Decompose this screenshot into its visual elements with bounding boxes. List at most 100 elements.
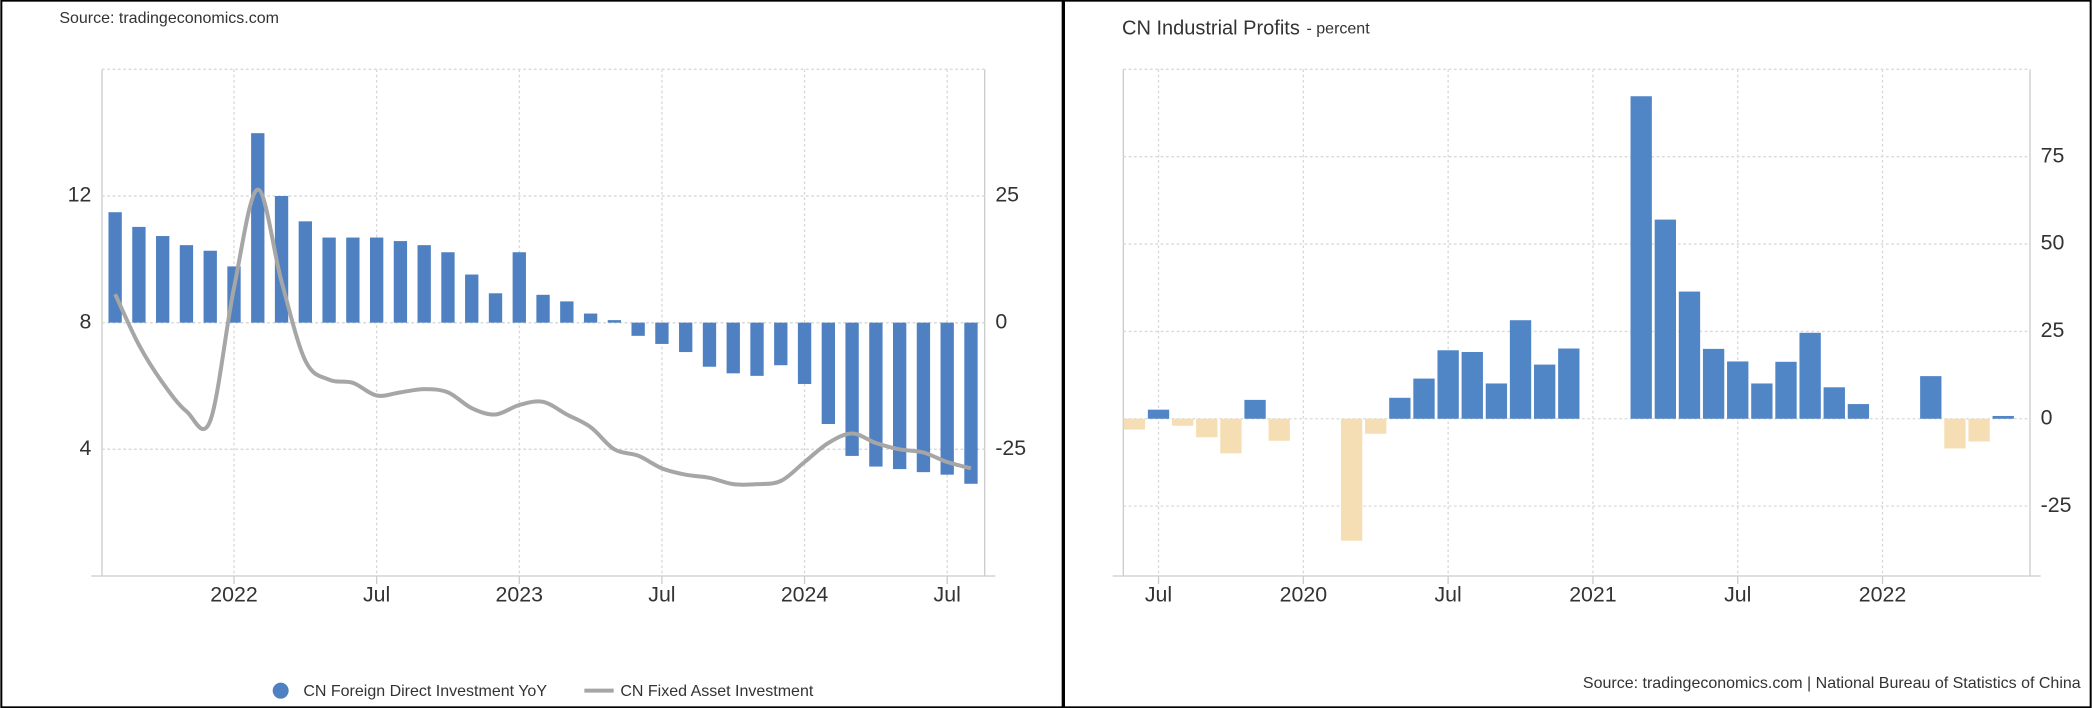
bar (750, 322, 764, 376)
bar (179, 245, 194, 323)
bar (797, 322, 812, 384)
bar (1992, 415, 2014, 419)
bar (964, 322, 978, 484)
bar (322, 237, 336, 323)
y2-tick-label: 75 (2041, 143, 2065, 167)
y2-tick-label: 25 (995, 183, 1019, 207)
bar (1485, 383, 1508, 419)
bar (512, 252, 526, 323)
x-tick-label: Jul (1145, 583, 1172, 607)
bar (1558, 348, 1580, 419)
y2-tick-label: 25 (2041, 318, 2065, 342)
bar (1775, 361, 1797, 419)
bar (1751, 383, 1773, 419)
legend-label: CN Foreign Direct Investment YoY (303, 683, 547, 700)
bar (1654, 219, 1676, 419)
bar (916, 322, 931, 473)
bar (679, 322, 693, 353)
bar (417, 245, 431, 323)
x-tick-label: 2023 (496, 583, 543, 607)
bar (726, 322, 740, 374)
bar (108, 212, 122, 323)
source: Source: tradingeconomics.com | National … (1583, 675, 2081, 692)
bar (1365, 418, 1387, 434)
bar (869, 322, 883, 467)
bar (441, 252, 455, 323)
bar (583, 313, 598, 323)
bar (1268, 418, 1290, 441)
bar (1727, 361, 1749, 419)
left-panel (0, 0, 1064, 708)
bar (1437, 350, 1459, 419)
bar (1389, 397, 1411, 419)
legend-label: CN Fixed Asset Investment (620, 683, 814, 700)
y-tick-label: 4 (79, 436, 91, 460)
bar (1461, 352, 1483, 419)
bar (251, 133, 265, 323)
bar (1847, 404, 1870, 419)
bar (536, 294, 550, 323)
bar (1630, 96, 1652, 419)
bar (156, 236, 170, 323)
line (113, 187, 972, 487)
bar (393, 241, 408, 323)
bar (1702, 348, 1725, 419)
y2-tick-label: 50 (2041, 231, 2065, 255)
x-tick-label: Jul (1724, 583, 1751, 607)
bar (1968, 418, 1990, 442)
bar (1147, 409, 1170, 419)
bar (1172, 418, 1194, 426)
bar (1123, 418, 1146, 430)
x-tick-label: Jul (1435, 583, 1462, 607)
y-tick-label: 8 (79, 309, 91, 333)
bar (607, 320, 622, 323)
x-tick-label: Jul (934, 583, 961, 607)
bar (1244, 399, 1266, 419)
bar (940, 322, 954, 475)
bar (1823, 387, 1845, 419)
bar (1220, 418, 1242, 454)
bar (702, 322, 717, 367)
bar (1944, 418, 1966, 449)
bar (655, 322, 669, 344)
bar (1509, 320, 1532, 419)
bar (132, 226, 146, 323)
bar (1678, 291, 1701, 419)
x-tick-label: 2021 (1569, 583, 1616, 607)
bar (346, 237, 360, 323)
bar (1196, 418, 1218, 438)
x-tick-label: 2024 (781, 583, 829, 607)
bar (1799, 332, 1821, 419)
bar (1340, 418, 1363, 541)
y2-tick-label: -25 (995, 436, 1026, 460)
x-tick-label: 2020 (1280, 583, 1328, 607)
bar (1534, 364, 1556, 419)
y2-tick-label: 0 (995, 309, 1007, 333)
bar (631, 322, 645, 336)
bar (488, 293, 503, 323)
chart-title: CN Industrial Profits - percent (1122, 18, 1370, 40)
source: Source: tradingeconomics.com (59, 10, 279, 27)
title: CN Industrial Profits (1122, 18, 1300, 40)
y2-tick-label: 0 (2041, 405, 2053, 429)
bar (845, 322, 859, 456)
x-tick-label: Jul (648, 583, 675, 607)
bar (821, 322, 835, 424)
x-tick-label: 2022 (1859, 583, 1906, 607)
bar (892, 322, 907, 470)
y2-tick-label: -25 (2041, 493, 2072, 517)
bar (774, 322, 788, 366)
x-tick-label: Jul (363, 583, 390, 607)
bar (1413, 378, 1435, 419)
x-tick-label: 2022 (210, 583, 257, 607)
bar (560, 301, 574, 323)
bar (369, 237, 384, 323)
bar (203, 250, 217, 323)
subtitle: - percent (1307, 21, 1371, 38)
bar (298, 221, 312, 323)
y-tick-label: 12 (68, 183, 92, 207)
bar (1920, 376, 1942, 419)
bar (465, 274, 479, 323)
